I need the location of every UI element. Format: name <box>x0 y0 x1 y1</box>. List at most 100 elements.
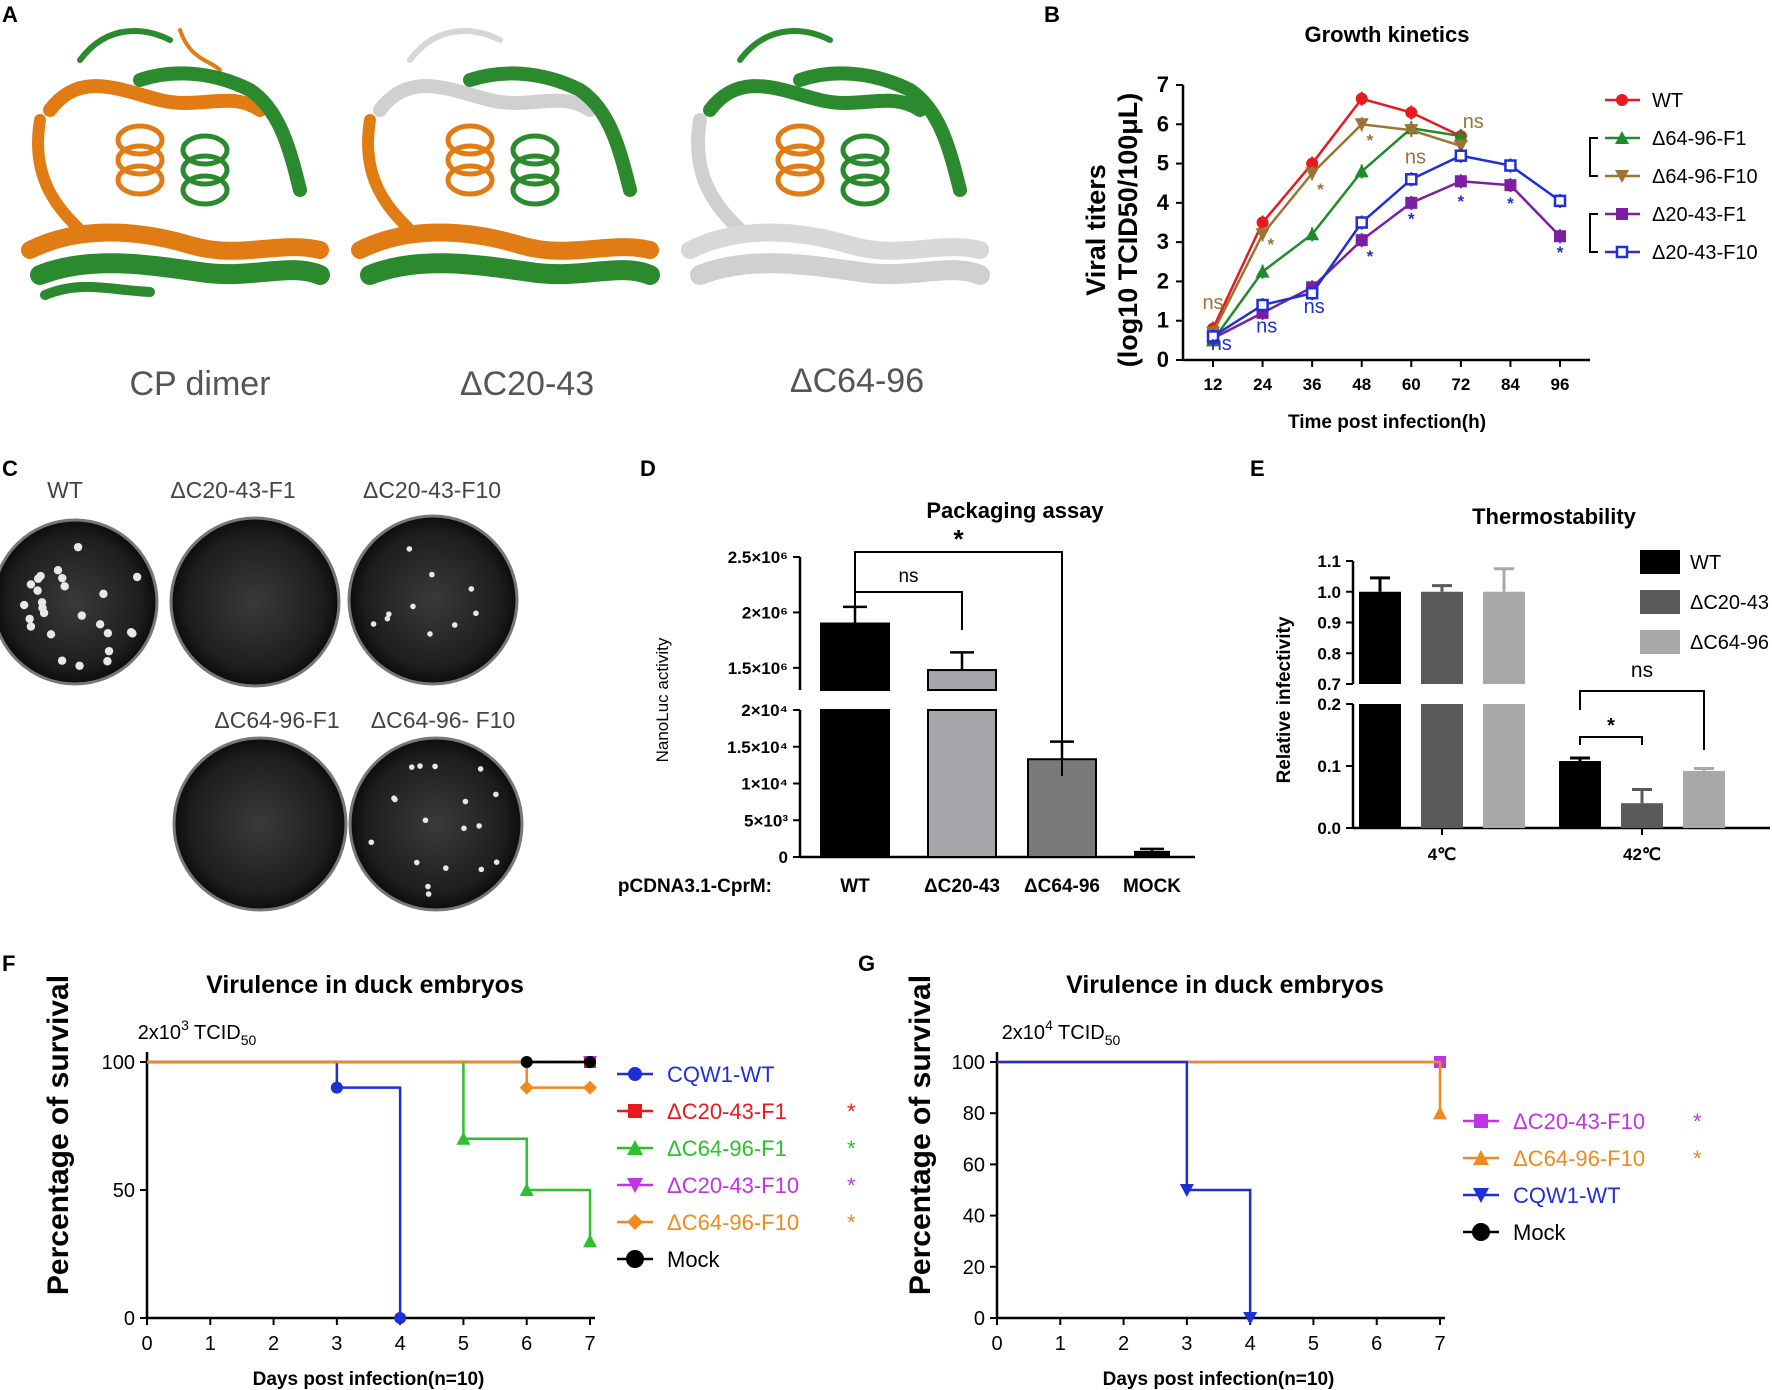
plaque <box>461 825 467 832</box>
y-tick-label: 50 <box>113 1180 135 1202</box>
x-tick-label: ΔC64-96 <box>1024 876 1100 897</box>
data-point <box>1256 298 1269 312</box>
panel-c-label: C <box>2 456 18 481</box>
plaque <box>384 615 391 622</box>
legend-swatch <box>627 1178 643 1193</box>
legend-swatch <box>628 1104 642 1118</box>
legend-label: Mock <box>667 1247 721 1272</box>
x-tick-label: 3 <box>331 1333 342 1355</box>
legend-bracket <box>1589 213 1598 253</box>
data-point <box>1433 1106 1447 1120</box>
data-point <box>1405 196 1418 209</box>
panel-g: G Virulence in duck embryos 2x104 TCID50 0… <box>858 951 1702 1390</box>
legend-significance: * <box>847 1099 856 1124</box>
significance-annotation: * <box>1408 209 1415 228</box>
data-point <box>1305 227 1320 241</box>
plaque <box>103 628 113 638</box>
plaque <box>451 622 458 628</box>
x-tick-label: 36 <box>1303 375 1322 394</box>
legend-swatch <box>1640 630 1680 654</box>
panel-g-label: G <box>858 951 875 976</box>
plaque <box>468 586 475 592</box>
plaque <box>370 621 377 627</box>
plate-label-c20-43-f10: ΔC20-43-F10 <box>363 477 501 503</box>
survival-line <box>997 1060 1252 1318</box>
plaque <box>33 586 42 595</box>
x-tick-label: 7 <box>584 1333 595 1355</box>
x-tick-label: 5 <box>458 1333 469 1355</box>
plaque <box>95 620 105 629</box>
series-line <box>1212 179 1561 340</box>
significance-label: ns <box>1631 659 1653 682</box>
y-tick-label: 2×10⁴ <box>741 701 788 720</box>
caption-cp-dimer: CP dimer <box>129 365 270 403</box>
bar <box>1483 704 1525 828</box>
plaque <box>422 817 429 824</box>
y-tick-label: 1.1 <box>1317 552 1341 571</box>
significance-bracket <box>1579 736 1643 745</box>
legend-significance: * <box>1693 1146 1702 1171</box>
data-point <box>1453 129 1468 143</box>
y-tick-label: 100 <box>102 1052 135 1074</box>
legend-swatch <box>1615 245 1629 259</box>
legend-label: ΔC20-43 <box>1690 592 1769 614</box>
significance-annotation: * <box>1557 243 1564 262</box>
chart-title: Growth kinetics <box>1304 22 1469 47</box>
plaque <box>478 866 485 873</box>
dose-label: 2x103 TCID50 <box>138 1017 257 1048</box>
legend-swatch <box>1473 1188 1489 1203</box>
data-point <box>1405 106 1418 119</box>
plaque <box>443 865 449 871</box>
plaque <box>429 571 435 578</box>
plaque <box>132 572 142 582</box>
y-tick-label: 0 <box>124 1308 135 1330</box>
plaque <box>46 630 56 639</box>
panel-d: D Packaging assay 0 5×10³ 1×10⁴ 1.5×10⁴ 2×10⁴… <box>618 456 1195 897</box>
significance-annotation: * <box>1507 194 1514 213</box>
y-tick-label: 0.1 <box>1317 757 1341 776</box>
plaque <box>493 859 500 865</box>
bar <box>1421 591 1463 684</box>
plate-c64-96-f10 <box>348 736 524 912</box>
y-axis-label: Relative infectivity <box>1274 616 1295 783</box>
legend-significance: * <box>847 1173 856 1198</box>
legend-swatch <box>627 1214 643 1230</box>
y-axis-label-line1: Viral titers <box>1081 164 1111 296</box>
legend-swatch <box>1473 1150 1489 1165</box>
plaque <box>477 766 484 772</box>
plaque <box>73 542 83 552</box>
caption-c64-96: ΔC64-96 <box>790 362 924 400</box>
bar <box>927 669 997 691</box>
y-tick-label: 1×10⁴ <box>741 775 788 794</box>
plaque <box>425 891 432 897</box>
survival-line <box>147 1060 402 1318</box>
x-tick-label: 4℃ <box>1428 845 1457 864</box>
y-tick-label: 80 <box>963 1103 985 1125</box>
legend-label: ΔC20-43-F1 <box>667 1099 787 1124</box>
significance-annotation: * <box>1268 235 1275 254</box>
plaque <box>57 656 67 665</box>
survival-line <box>147 1060 590 1089</box>
legend-label: ΔC64-96 <box>1690 632 1769 654</box>
y-tick-label: 0.7 <box>1317 675 1341 694</box>
x-tick-label: 1 <box>205 1333 216 1355</box>
bar <box>820 622 890 691</box>
y-tick-label: 0.0 <box>1317 819 1341 838</box>
panel-a-label: A <box>2 2 18 27</box>
data-point <box>330 1081 343 1094</box>
legend-significance: * <box>1693 1109 1702 1134</box>
plaque <box>413 859 420 866</box>
plaque <box>38 603 47 613</box>
series-line <box>1211 122 1462 334</box>
plaque <box>53 566 63 575</box>
plaque <box>19 600 29 610</box>
plaque <box>75 661 84 670</box>
bar <box>1683 770 1725 828</box>
panel-f: F Virulence in duck embryos 2x103 TCID50 0… <box>2 951 856 1390</box>
legend-swatch <box>1615 170 1629 183</box>
legend-label: ΔC64-96-F10 <box>667 1210 799 1235</box>
legend-label: Δ20-43-F1 <box>1652 204 1747 226</box>
legend-label: ΔC64-96-F1 <box>667 1136 787 1161</box>
significance-annotation: * <box>1317 180 1324 199</box>
x-tick-label: 6 <box>521 1333 532 1355</box>
